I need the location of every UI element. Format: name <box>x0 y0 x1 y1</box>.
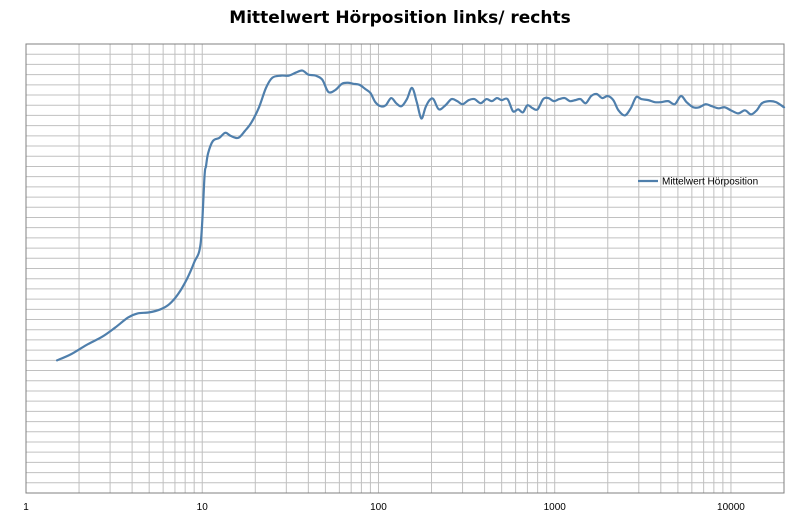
plot-area-frame <box>25 43 785 494</box>
legend-entry-label: Mittelwert Hörposition <box>662 177 758 188</box>
x-tick-label: 10000 <box>717 502 745 513</box>
x-axis-tick-labels: 1 10 100 1000 10000 <box>23 502 745 513</box>
legend: Mittelwert Hörposition <box>638 177 758 188</box>
series-layer <box>55 69 786 362</box>
x-tick-label: 100 <box>370 502 387 513</box>
x-tick-label: 1000 <box>544 502 567 513</box>
x-tick-label: 10 <box>197 502 209 513</box>
grid <box>25 44 785 493</box>
chart-title: Mittelwert Hörposition links/ rechts <box>229 8 571 28</box>
series-line <box>55 69 786 362</box>
x-tick-label: 1 <box>23 502 29 513</box>
